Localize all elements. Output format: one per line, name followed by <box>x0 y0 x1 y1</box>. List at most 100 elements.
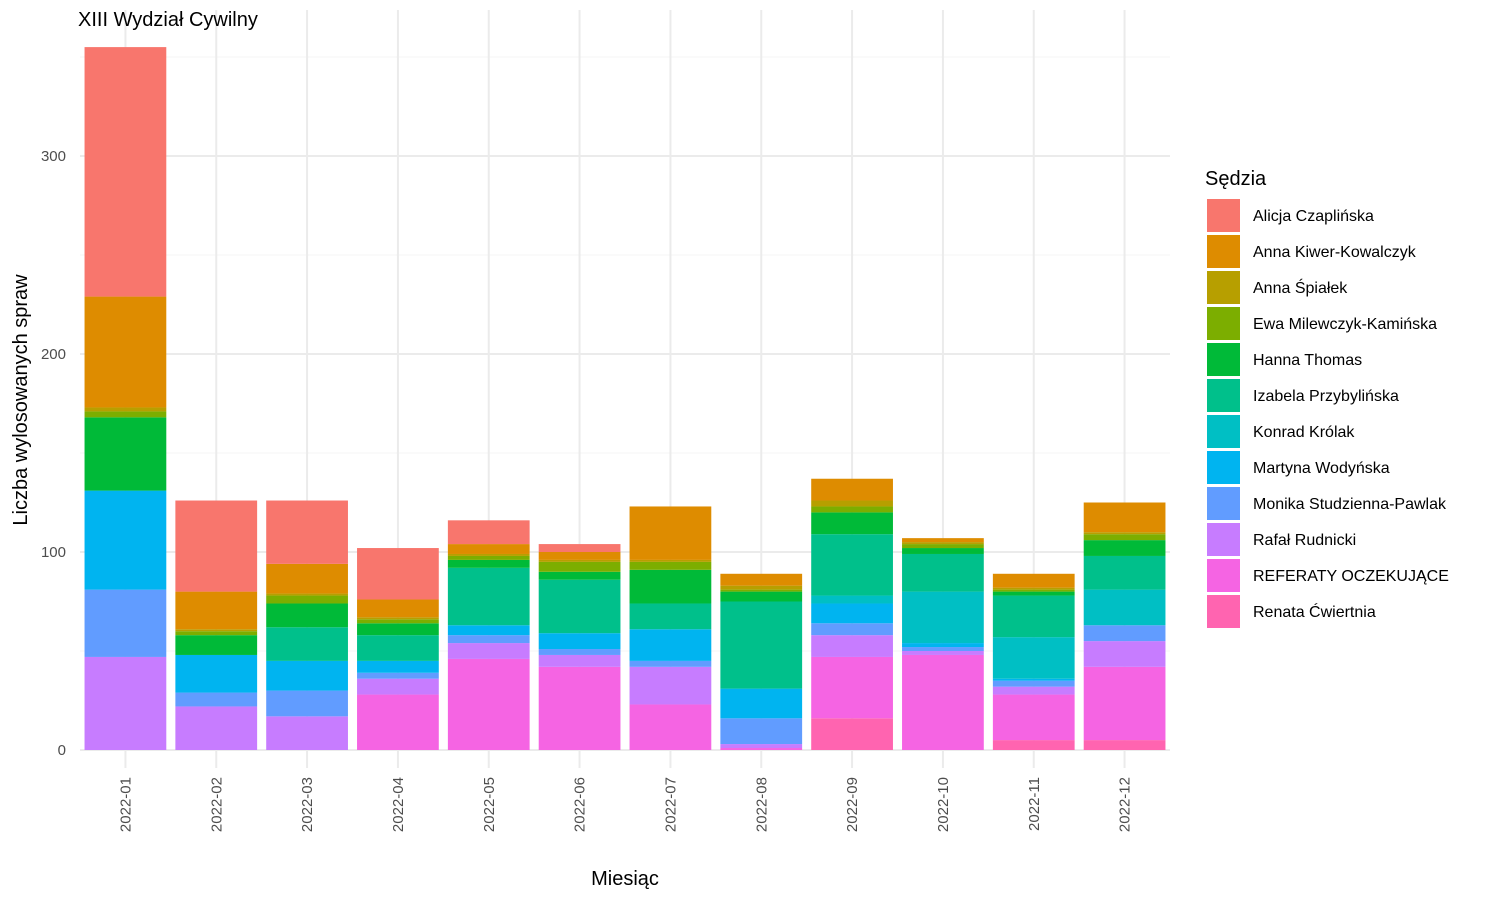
bar-segment <box>175 591 258 630</box>
bar-segment <box>902 548 984 554</box>
legend-swatch <box>1207 415 1240 448</box>
legend-label: Ewa Milewczyk-Kamińska <box>1253 316 1437 333</box>
bar-segment <box>538 633 621 650</box>
legend-swatch <box>1207 523 1240 556</box>
y-axis-ticks: 0 100 200 300 <box>41 148 66 759</box>
bar-segment <box>629 561 712 570</box>
bar-segment <box>175 631 258 636</box>
bar-segment <box>1083 534 1166 541</box>
bar-segment <box>1083 641 1166 667</box>
bar-segment <box>720 585 803 590</box>
bar-segment <box>538 649 621 655</box>
legend-swatch <box>1207 487 1240 520</box>
bar-segment <box>720 748 803 750</box>
bar-segment <box>175 706 258 750</box>
bar-segment <box>811 635 893 657</box>
x-tick-label: 2022-09 <box>844 777 861 832</box>
bar-segment <box>266 627 348 661</box>
bar-segment <box>629 660 712 667</box>
legend-title: Sędzia <box>1205 168 1267 190</box>
bar-segment <box>992 740 1075 750</box>
bar-segment <box>538 544 621 552</box>
bar-segment <box>175 654 258 693</box>
bar-segment <box>357 599 439 618</box>
bar-segment <box>720 573 803 586</box>
x-tick-label: 2022-05 <box>481 777 498 832</box>
legend-swatch <box>1207 271 1240 304</box>
legend-label: Izabela Przybylińska <box>1253 388 1399 405</box>
legend-label: Alicja Czaplińska <box>1253 208 1374 225</box>
x-tick-label: 2022-01 <box>117 777 134 832</box>
legend-label: Anna Kiwer-Kowalczyk <box>1253 244 1417 261</box>
legend-swatch <box>1207 559 1240 592</box>
bar-segment <box>811 506 893 513</box>
bar-segment <box>629 569 712 604</box>
bar-segment <box>447 658 530 750</box>
bar-segment <box>902 542 984 545</box>
bar-segment <box>538 666 621 750</box>
bar-segment <box>902 651 984 655</box>
y-tick-label: 100 <box>41 544 66 561</box>
bar-segment <box>811 603 893 624</box>
x-tick-label: 2022-04 <box>390 777 407 832</box>
bar-segment <box>902 591 984 644</box>
bar-segment <box>629 666 712 705</box>
bar-segment <box>266 660 348 691</box>
bar-segment <box>538 552 621 560</box>
legend-swatch <box>1207 595 1240 628</box>
bar-segment <box>720 718 803 745</box>
bar-segment <box>357 548 439 600</box>
bar-segment <box>992 686 1075 695</box>
x-tick-label: 2022-12 <box>1117 777 1134 832</box>
bar-segment <box>266 603 348 628</box>
legend-swatch <box>1207 379 1240 412</box>
bar-segment <box>84 589 167 657</box>
legend-label: Renata Ćwiertnia <box>1253 602 1376 621</box>
bar-segment <box>992 694 1075 741</box>
bar-segment <box>175 635 258 655</box>
bar-segment <box>992 573 1075 588</box>
bar-segment <box>266 716 348 750</box>
bar-segment <box>447 635 530 644</box>
chart-title: XIII Wydział Cywilny <box>78 9 258 31</box>
bar-segment <box>266 595 348 604</box>
bar-segment <box>720 591 803 602</box>
bar-segment <box>992 587 1075 590</box>
bar-segment <box>266 563 348 594</box>
bar-segment <box>992 678 1075 681</box>
bar-segment <box>1083 589 1166 626</box>
x-axis-title: Miesiąc <box>591 868 659 890</box>
bar-segment <box>811 534 893 596</box>
x-tick-label: 2022-06 <box>572 777 589 832</box>
x-tick-label: 2022-10 <box>935 777 952 832</box>
x-tick-label: 2022-11 <box>1026 777 1043 831</box>
bar-segment <box>811 595 893 604</box>
bar-segment <box>175 692 258 707</box>
bar-segment <box>902 544 984 549</box>
bar-segment <box>992 591 1075 596</box>
bar-segment <box>84 407 167 412</box>
bar-segment <box>175 629 258 632</box>
bar-segment <box>992 637 1075 679</box>
x-axis-ticks: 2022-01 2022-02 2022-03 2022-04 2022-05 2022-… <box>117 777 1133 832</box>
y-axis-title: Liczba wylosowanych spraw <box>10 274 32 526</box>
legend-label: REFERATY OCZEKUJĄCE <box>1253 568 1449 585</box>
legend-swatch <box>1207 199 1240 232</box>
bar-segment <box>811 623 893 636</box>
legend-label: Hanna Thomas <box>1253 352 1362 369</box>
bar-segment <box>720 744 803 749</box>
y-tick-label: 300 <box>41 148 66 165</box>
bar-segment <box>1083 666 1166 741</box>
legend-label: Anna Śpiałek <box>1253 278 1348 297</box>
bar-segment <box>447 567 530 626</box>
bar-segment <box>357 623 439 636</box>
bar-segment <box>357 672 439 679</box>
x-tick-label: 2022-02 <box>208 777 225 832</box>
bar-segment <box>629 629 712 661</box>
bar-segment <box>175 500 258 592</box>
bar-segment <box>629 506 712 560</box>
bar-segment <box>84 411 167 418</box>
bar-segment <box>266 500 348 564</box>
x-tick-label: 2022-03 <box>299 777 316 832</box>
